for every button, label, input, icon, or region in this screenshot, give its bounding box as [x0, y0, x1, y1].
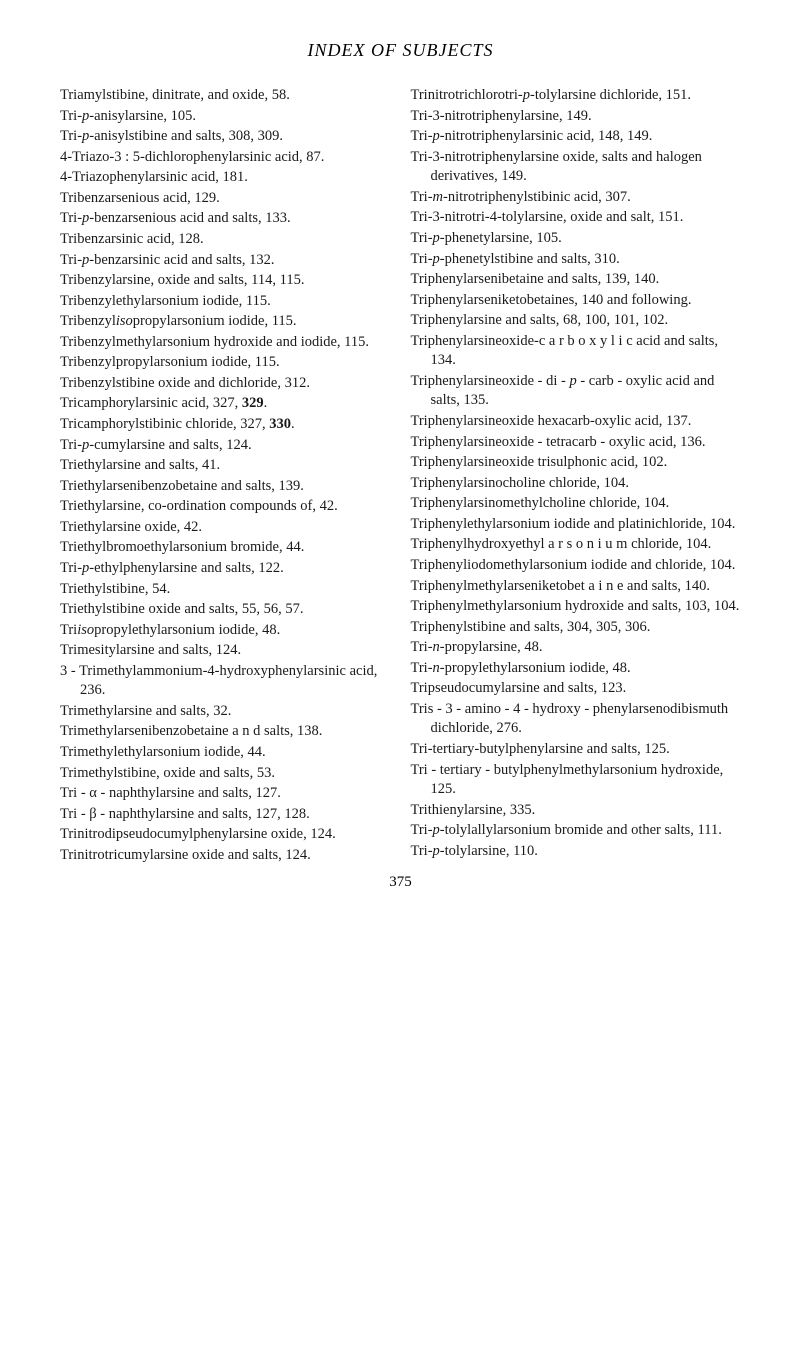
index-entry: Trinitrotricumylarsine oxide and salts, …: [60, 846, 391, 866]
index-entry: Triethylbromoethylarsonium bromide, 44.: [60, 538, 391, 558]
index-entry: Tribenzylpropylarsonium iodide, 115.: [60, 353, 391, 373]
index-entry: Tri-p-anisylarsine, 105.: [60, 107, 391, 127]
index-entry: Tri-3-nitrotri-4-tolylarsine, oxide and …: [411, 208, 742, 228]
index-entry: Triphenylarsinomethylcholine chloride, 1…: [411, 494, 742, 514]
index-entry: Tri-m-nitrotriphenylstibinic acid, 307.: [411, 188, 742, 208]
index-entry: Tribenzylarsine, oxide and salts, 114, 1…: [60, 271, 391, 291]
index-entry: Trithienylarsine, 335.: [411, 801, 742, 821]
index-entry: Tri-p-tolylarsine, 110.: [411, 842, 742, 862]
index-entry: Tri-p-ethylphenylarsine and salts, 122.: [60, 559, 391, 579]
index-entry: Tri-3-nitrotriphenylarsine oxide, salts …: [411, 148, 742, 187]
index-entry: Triethylarsine and salts, 41.: [60, 456, 391, 476]
index-entry: 3 - Trimethylammonium-4-hydroxyphenylars…: [60, 662, 391, 701]
index-entry: Triethylarsine oxide, 42.: [60, 518, 391, 538]
index-entry: Tribenzylstibine oxide and dichloride, 3…: [60, 374, 391, 394]
page-header: INDEX OF SUBJECTS: [60, 40, 741, 61]
index-entry: Tri-tertiary-butylphenylarsine and salts…: [411, 740, 742, 760]
index-entry: Triphenylethylarsonium iodide and platin…: [411, 515, 742, 535]
index-entry: Triphenyliodomethylarsonium iodide and c…: [411, 556, 742, 576]
index-entry: Triphenylarsenibetaine and salts, 139, 1…: [411, 270, 742, 290]
index-entry: Tribenzylisopropylarsonium iodide, 115.: [60, 312, 391, 332]
index-entry: Tri-n-propylarsine, 48.: [411, 638, 742, 658]
index-entry: Triisopropylethylarsonium iodide, 48.: [60, 621, 391, 641]
index-entry: Triphenylarsine and salts, 68, 100, 101,…: [411, 311, 742, 331]
index-entry: Trinitrodipseudocumylphenylarsine oxide,…: [60, 825, 391, 845]
index-entry: Triphenylmethylarseniketobet a i n e and…: [411, 577, 742, 597]
index-entry: Tri-n-propylethylarsonium iodide, 48.: [411, 659, 742, 679]
index-entry: Tricamphorylarsinic acid, 327, 329.: [60, 394, 391, 414]
index-entry: Tri - tertiary - butylphenylmethylarsoni…: [411, 761, 742, 800]
index-entry: Tribenzylmethylarsonium hydroxide and io…: [60, 333, 391, 353]
columns-container: Triamylstibine, dinitrate, and oxide, 58…: [60, 86, 741, 866]
page-container: INDEX OF SUBJECTS Triamylstibine, dinitr…: [0, 0, 801, 911]
index-entry: Tri-p-anisylstibine and salts, 308, 309.: [60, 127, 391, 147]
index-entry: Trimethylarsine and salts, 32.: [60, 702, 391, 722]
index-entry: Triethylarsine, co-ordination compounds …: [60, 497, 391, 517]
index-entry: Trinitrotrichlorotri-p-tolylarsine dichl…: [411, 86, 742, 106]
index-entry: Tri - β - naphthylarsine and salts, 127,…: [60, 805, 391, 825]
index-entry: Tribenzylethylarsonium iodide, 115.: [60, 292, 391, 312]
index-entry: Tri-p-benzarsenious acid and salts, 133.: [60, 209, 391, 229]
index-entry: Tri-3-nitrotriphenylarsine, 149.: [411, 107, 742, 127]
index-entry: Triphenylmethylarsonium hydroxide and sa…: [411, 597, 742, 617]
page-number: 375: [60, 874, 741, 891]
index-entry: Triphenylarsineoxide - di - p - carb - o…: [411, 372, 742, 411]
index-entry: Triphenylstibine and salts, 304, 305, 30…: [411, 618, 742, 638]
index-entry: 4-Triazo-3 : 5-dichlorophenylarsinic aci…: [60, 148, 391, 168]
index-entry: Tri-p-cumylarsine and salts, 124.: [60, 436, 391, 456]
index-entry: Tri-p-nitrotriphenylarsinic acid, 148, 1…: [411, 127, 742, 147]
index-entry: Trimesitylarsine and salts, 124.: [60, 641, 391, 661]
index-entry: Triphenylarsineoxide hexacarb-oxylic aci…: [411, 412, 742, 432]
index-entry: Trimethylstibine, oxide and salts, 53.: [60, 764, 391, 784]
index-entry: Tri-p-tolylallylarsonium bromide and oth…: [411, 821, 742, 841]
index-entry: Tri-p-phenetylstibine and salts, 310.: [411, 250, 742, 270]
index-entry: Tricamphorylstibinic chloride, 327, 330.: [60, 415, 391, 435]
index-entry: Triphenylarsineoxide-c a r b o x y l i c…: [411, 332, 742, 371]
index-entry: Tris - 3 - amino - 4 - hydroxy - phenyla…: [411, 700, 742, 739]
index-entry: Triethylstibine, 54.: [60, 580, 391, 600]
index-entry: Triethylarsenibenzobetaine and salts, 13…: [60, 477, 391, 497]
index-entry: Triethylstibine oxide and salts, 55, 56,…: [60, 600, 391, 620]
index-entry: Triphenylarsineoxide - tetracarb - oxyli…: [411, 433, 742, 453]
index-entry: Trimethylethylarsonium iodide, 44.: [60, 743, 391, 763]
right-column: Trinitrotrichlorotri-p-tolylarsine dichl…: [411, 86, 742, 866]
index-entry: 4-Triazophenylarsinic acid, 181.: [60, 168, 391, 188]
index-entry: Tripseudocumylarsine and salts, 123.: [411, 679, 742, 699]
index-entry: Triphenylarseniketobetaines, 140 and fol…: [411, 291, 742, 311]
index-entry: Tri - α - naphthylarsine and salts, 127.: [60, 784, 391, 804]
index-entry: Tribenzarsinic acid, 128.: [60, 230, 391, 250]
index-entry: Triphenylarsinocholine chloride, 104.: [411, 474, 742, 494]
index-entry: Tri-p-benzarsinic acid and salts, 132.: [60, 251, 391, 271]
index-entry: Tri-p-phenetylarsine, 105.: [411, 229, 742, 249]
index-entry: Triamylstibine, dinitrate, and oxide, 58…: [60, 86, 391, 106]
index-entry: Triphenylarsineoxide trisulphonic acid, …: [411, 453, 742, 473]
left-column: Triamylstibine, dinitrate, and oxide, 58…: [60, 86, 391, 866]
index-entry: Trimethylarsenibenzobetaine a n d salts,…: [60, 722, 391, 742]
index-entry: Triphenylhydroxyethyl a r s o n i u m ch…: [411, 535, 742, 555]
index-entry: Tribenzarsenious acid, 129.: [60, 189, 391, 209]
